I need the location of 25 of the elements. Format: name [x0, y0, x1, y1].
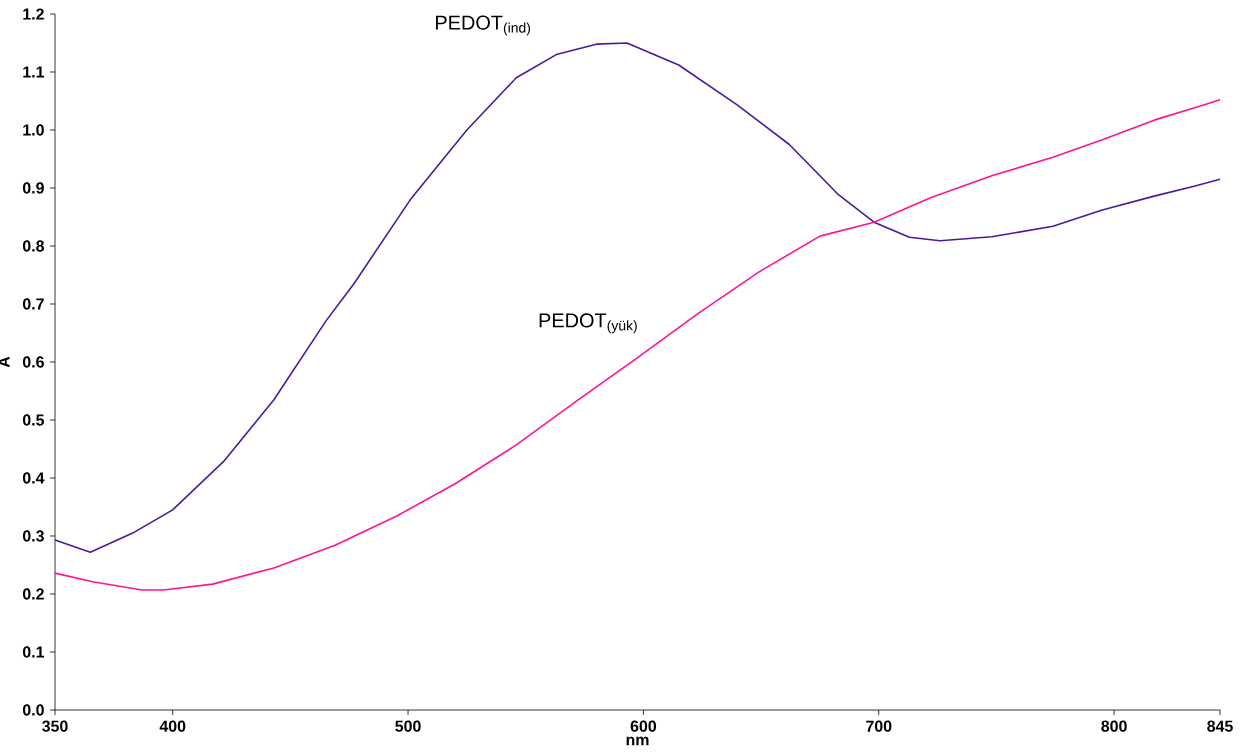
y-tick-label: 1.0 — [23, 124, 44, 136]
series-label: PEDOT$_{(yük)}$ — [539, 313, 637, 334]
y-tick-label: 0.5 — [22, 414, 45, 426]
y-tick-label: 0.1 — [22, 646, 45, 658]
y-tick-label: 0.6 — [22, 356, 44, 368]
series-label: PEDOT$_{(ind)}$ — [436, 15, 531, 36]
y-tick-label: 0.0 — [22, 704, 44, 716]
y-tick-label: 0.4 — [22, 472, 45, 484]
y-tick-label: 0.9 — [22, 182, 44, 194]
y-tick-label: 0.7 — [22, 298, 44, 310]
x-tick-label: 600 — [630, 720, 657, 732]
line-series — [54, 99, 1221, 591]
x-tick-label: 500 — [395, 720, 421, 732]
y-tick-label: 0.3 — [22, 530, 44, 542]
x-tick-label: 700 — [866, 720, 892, 732]
y-tick-label: 1.1 — [23, 66, 45, 78]
y-tick-label: 0.2 — [22, 588, 44, 600]
x-tick-label: 350 — [42, 720, 68, 732]
x-tick-label: 800 — [1101, 720, 1127, 732]
x-axis-title: nm — [626, 736, 649, 746]
x-tick-label: 400 — [159, 720, 186, 732]
y-tick-label: 0.8 — [22, 240, 44, 252]
line-series — [54, 42, 1221, 554]
x-tick-label: 845 — [1207, 720, 1233, 732]
y-tick-label: 1.2 — [23, 8, 44, 20]
